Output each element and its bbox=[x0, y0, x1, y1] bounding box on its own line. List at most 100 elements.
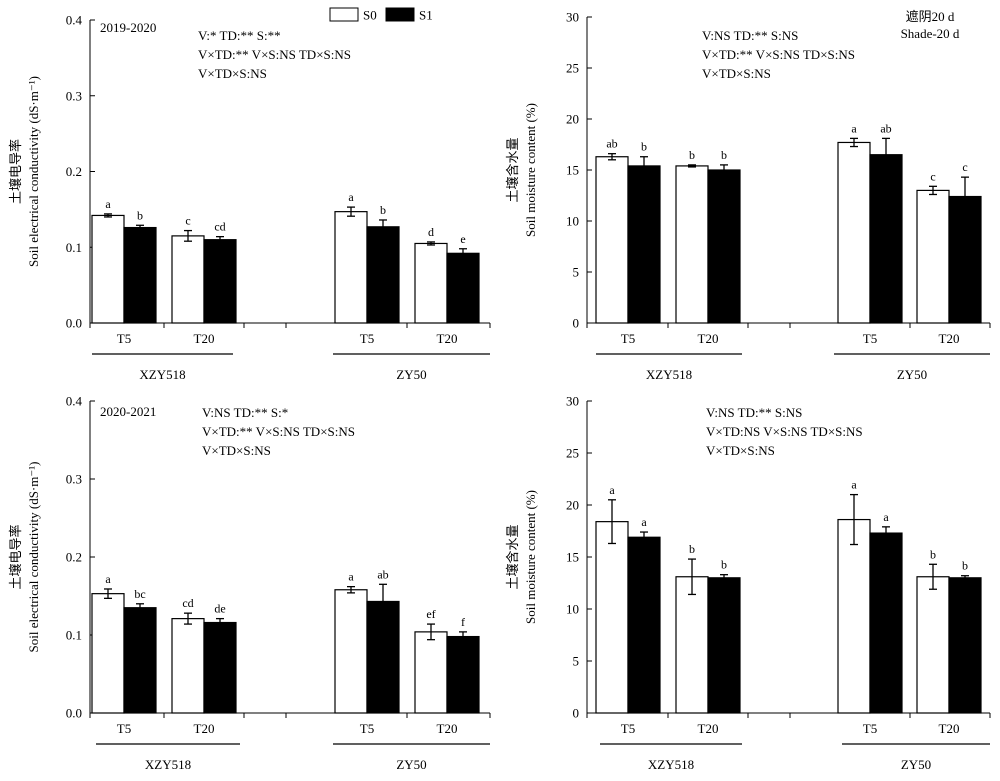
chart-panel-2020-2021-conductivity: 0.0 0.1 0.2 0.3 0.4 a cd a ef bc de ab f T5 T20 T5 T20 XZ… bbox=[8, 394, 491, 772]
y-tick-label: 25 bbox=[566, 61, 579, 76]
group-label: ZY50 bbox=[396, 367, 426, 382]
group-label: ZY50 bbox=[897, 367, 927, 382]
x-tick-label: T20 bbox=[698, 331, 719, 346]
stats-line: V×TD:** V×S:NS TD×S:NS bbox=[702, 47, 855, 62]
bar-s1 bbox=[446, 635, 480, 714]
y-tick-label: 15 bbox=[566, 550, 579, 565]
y-tick-label: 0.2 bbox=[66, 164, 82, 179]
x-tick-label: T5 bbox=[117, 721, 131, 736]
y-tick-label: 30 bbox=[566, 10, 579, 25]
x-tick-label: T20 bbox=[437, 721, 458, 736]
significance-letter: b bbox=[962, 559, 968, 573]
y-tick-label: 0.3 bbox=[66, 88, 82, 103]
significance-letter: b bbox=[380, 203, 386, 217]
bar-s1 bbox=[869, 154, 903, 324]
significance-letter: ab bbox=[606, 137, 617, 151]
group-label: XZY518 bbox=[646, 367, 692, 382]
y-axis-title: Soil electrical conductivity (dS·m⁻¹) bbox=[26, 462, 41, 653]
x-tick-label: T5 bbox=[621, 331, 635, 346]
bar-s0 bbox=[595, 521, 629, 714]
legend-swatch-s1 bbox=[385, 7, 415, 22]
significance-letter: b bbox=[689, 542, 695, 556]
y-axis-title: Soil moisture content (%) bbox=[523, 490, 538, 624]
shade-note: 遮阴20 d bbox=[906, 9, 955, 24]
bar-s1 bbox=[123, 607, 157, 714]
x-tick-label: T20 bbox=[698, 721, 719, 736]
chart-panel-2019-2020-conductivity: 0.0 0.1 0.2 0.3 0.4 a c a d b cd b e T5 T20 T5 T20 XZY518… bbox=[8, 13, 491, 382]
bar-s0 bbox=[916, 189, 950, 324]
bar-s1 bbox=[707, 169, 741, 324]
bar-s0 bbox=[91, 214, 125, 324]
stats-line: V×TD×S:NS bbox=[702, 66, 771, 81]
significance-letter: b bbox=[721, 148, 727, 162]
y-axis-title-cn: 土壤电导率 bbox=[8, 139, 23, 204]
x-tick-label: T5 bbox=[117, 331, 131, 346]
significance-letter: a bbox=[105, 197, 111, 211]
significance-letter: c bbox=[962, 160, 967, 174]
y-tick-label: 10 bbox=[566, 602, 579, 617]
x-tick-label: T20 bbox=[194, 331, 215, 346]
bar-s0 bbox=[91, 593, 125, 714]
x-tick-label: T20 bbox=[939, 721, 960, 736]
significance-letter: b bbox=[641, 140, 647, 154]
y-tick-label: 0.4 bbox=[66, 394, 83, 409]
bar-s1 bbox=[707, 577, 741, 714]
stats-line: V×TD:** V×S:NS TD×S:NS bbox=[198, 47, 351, 62]
x-tick-label: T20 bbox=[194, 721, 215, 736]
x-tick-label: T5 bbox=[360, 721, 374, 736]
bar-s0 bbox=[675, 165, 709, 324]
group-label: ZY50 bbox=[901, 757, 931, 772]
bar-s1 bbox=[627, 536, 661, 714]
significance-letter: a bbox=[851, 121, 857, 135]
significance-letter: cd bbox=[214, 220, 225, 234]
chart-panel-2019-2020-moisture: 0 5 10 15 20 25 30 ab b a c b b ab c T5 T20 T5 T20 XZY518 ZY… bbox=[505, 9, 991, 382]
stats-line: V:NS TD:** S:* bbox=[202, 405, 288, 420]
bar-s0 bbox=[675, 576, 709, 714]
group-label: XZY518 bbox=[648, 757, 694, 772]
significance-letter: a bbox=[641, 515, 647, 529]
stats-line: V:* TD:** S:** bbox=[198, 28, 281, 43]
significance-letter: a bbox=[348, 190, 354, 204]
y-tick-label: 0.0 bbox=[66, 316, 82, 331]
y-tick-label: 0.3 bbox=[66, 472, 82, 487]
significance-letter: c bbox=[930, 169, 935, 183]
y-tick-label: 25 bbox=[566, 446, 579, 461]
group-label: XZY518 bbox=[139, 367, 185, 382]
y-tick-label: 20 bbox=[566, 112, 579, 127]
significance-letter: e bbox=[460, 232, 465, 246]
significance-letter: a bbox=[851, 478, 857, 492]
shade-note: Shade-20 d bbox=[901, 26, 960, 41]
significance-letter: de bbox=[214, 602, 225, 616]
bar-s0 bbox=[916, 576, 950, 714]
bar-s1 bbox=[446, 252, 480, 324]
bar-s0 bbox=[837, 518, 871, 714]
y-tick-label: 5 bbox=[573, 654, 580, 669]
legend-label-s0: S0 bbox=[363, 8, 377, 23]
x-tick-label: T20 bbox=[437, 331, 458, 346]
y-axis-title-cn: 土壤含水量 bbox=[505, 137, 520, 202]
x-tick-label: T5 bbox=[863, 721, 877, 736]
y-tick-label: 0.1 bbox=[66, 628, 82, 643]
stats-line: V×TD×S:NS bbox=[202, 443, 271, 458]
significance-letter: cd bbox=[182, 596, 193, 610]
significance-letter: f bbox=[461, 615, 465, 629]
legend: S0 S1 bbox=[329, 7, 433, 23]
y-tick-label: 0.0 bbox=[66, 706, 82, 721]
panel-title: 2020-2021 bbox=[100, 404, 156, 419]
stats-line: V×TD:** V×S:NS TD×S:NS bbox=[202, 424, 355, 439]
y-tick-label: 20 bbox=[566, 498, 579, 513]
bar-s1 bbox=[627, 165, 661, 324]
x-tick-label: T5 bbox=[360, 331, 374, 346]
group-label: XZY518 bbox=[145, 757, 191, 772]
significance-letter: d bbox=[428, 225, 434, 239]
bar-s1 bbox=[203, 239, 237, 324]
y-tick-label: 5 bbox=[573, 265, 580, 280]
legend-swatch-s0 bbox=[329, 7, 359, 22]
y-tick-label: 30 bbox=[566, 394, 579, 409]
bar-s1 bbox=[948, 577, 982, 714]
bar-s0 bbox=[414, 631, 448, 714]
y-tick-label: 0.1 bbox=[66, 240, 82, 255]
significance-letter: a bbox=[609, 483, 615, 497]
bar-s1 bbox=[948, 195, 982, 324]
significance-letter: a bbox=[105, 572, 111, 586]
